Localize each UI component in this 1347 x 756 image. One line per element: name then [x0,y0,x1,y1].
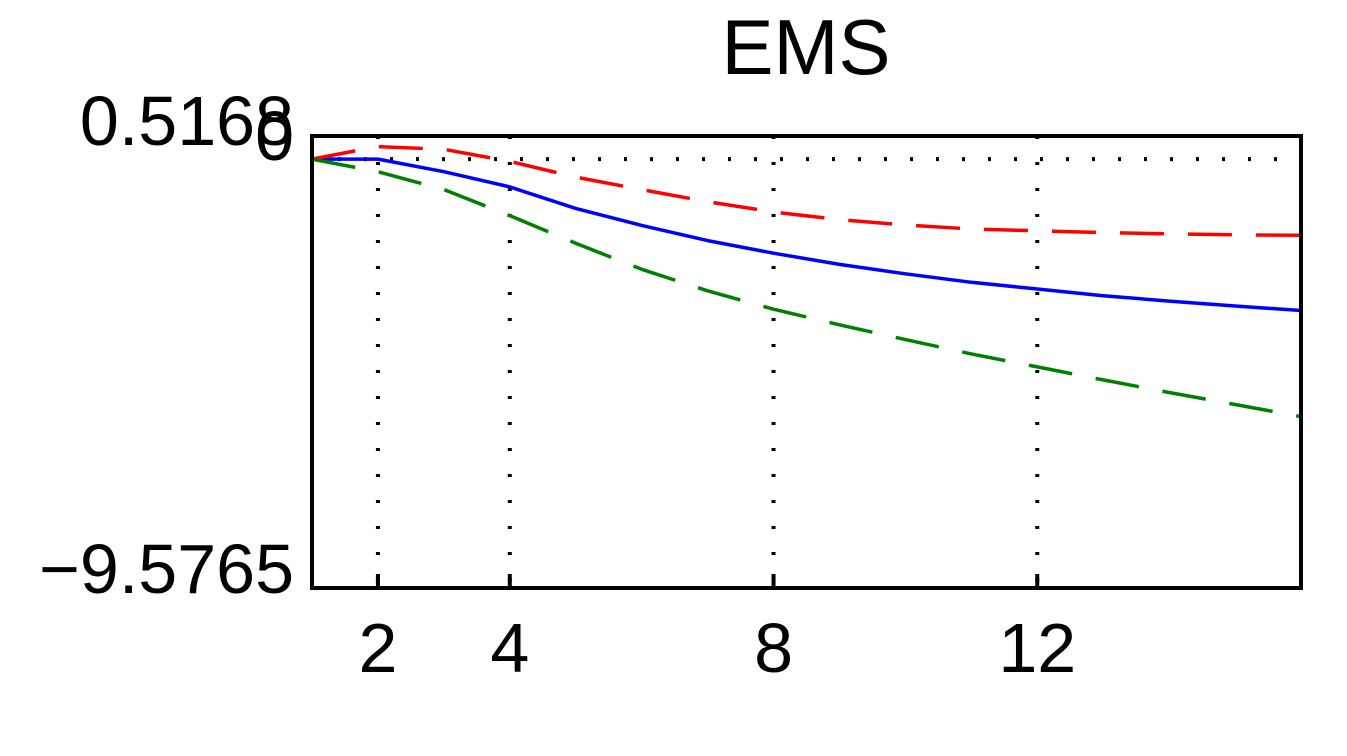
chart-title: EMS [721,3,890,91]
series-layer [311,144,1302,419]
plot-frame [310,134,1303,590]
y-tick-label-zero: 0 [255,97,294,175]
series-line-1 [312,157,1302,313]
x-tick-label: 2 [358,609,397,687]
y-tick-label-top: 0.5168 [80,82,294,160]
x-tick-label: 4 [490,609,529,687]
grid-lines [312,136,1301,588]
x-tick-label: 12 [998,609,1076,687]
series-line-2 [311,144,1302,238]
x-tick-label: 8 [754,609,793,687]
y-tick-label-bottom: −9.5765 [39,530,294,608]
tick-marks [375,574,1040,588]
series-line-3 [311,157,1302,419]
